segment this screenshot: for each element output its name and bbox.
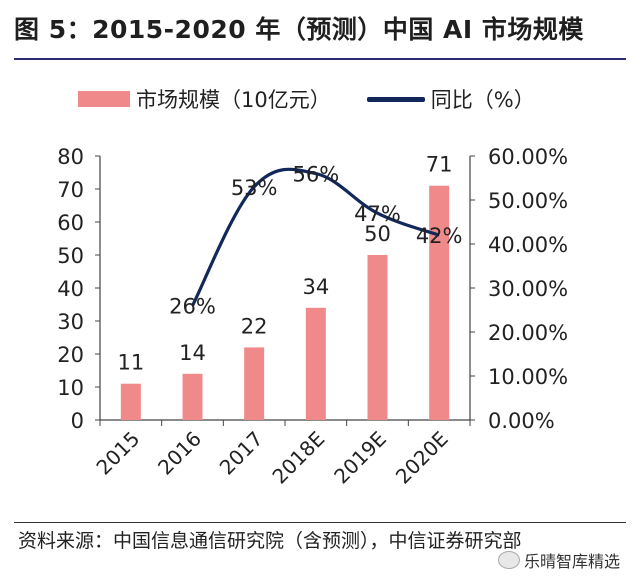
bar-2018E [305,307,326,420]
left-tick-label: 0 [71,409,84,433]
source-note: 资料来源：中国信息通信研究院（含预测），中信证券研究部 [18,530,522,552]
legend-line-swatch [366,96,425,102]
x-tick-label: 2019E [329,427,391,489]
legend: 市场规模（10亿元） 同比（%） [78,84,535,114]
line-value-label: 26% [169,295,216,319]
bar-2015 [120,383,141,420]
x-tick-label: 2015 [91,427,144,480]
left-tick-label: 50 [57,244,84,268]
x-tick-label: 2020E [391,427,453,489]
left-tick-label: 60 [57,211,84,235]
source-divider [14,522,626,523]
watermark: 乐晴智库精选 [497,548,620,572]
right-tick-label: 10.00% [488,365,568,389]
wechat-icon [497,551,520,569]
right-tick-label: 20.00% [488,321,568,345]
line-value-label: 53% [231,176,278,200]
bar-value-label: 34 [302,275,329,299]
bar-2017 [244,347,265,420]
line-value-label: 56% [292,163,339,187]
title-divider [14,58,626,60]
line-value-label: 42% [416,224,463,248]
yoy-line [191,167,440,307]
x-tick-label: 2018E [267,427,329,489]
chart-title: 图 5：2015-2020 年（预测）中国 AI 市场规模 [14,15,584,44]
left-tick-label: 20 [57,343,84,367]
left-tick-label: 70 [57,178,84,202]
x-tick-label: 2016 [153,427,206,480]
bar-value-label: 11 [117,351,144,375]
watermark-text: 乐晴智库精选 [523,552,620,571]
bar-value-label: 22 [241,314,268,338]
legend-line-label: 同比（%） [430,88,535,112]
x-tick-label: 2017 [215,427,268,480]
left-tick-label: 30 [57,310,84,334]
bar-2020E [429,185,450,420]
left-tick-label: 40 [57,277,84,301]
line-value-label: 47% [354,202,401,226]
right-tick-label: 60.00% [488,145,568,169]
legend-bar-swatch [78,91,130,107]
right-tick-label: 50.00% [488,189,568,213]
bar-value-label: 71 [426,153,453,177]
bar-value-label: 14 [179,341,206,365]
bar-value-label: 50 [364,222,391,246]
right-tick-label: 30.00% [488,277,568,301]
bar-2019E [367,255,388,420]
left-tick-label: 80 [57,145,84,169]
left-tick-label: 10 [57,376,84,400]
right-tick-label: 0.00% [488,409,555,433]
right-tick-label: 40.00% [488,233,568,257]
legend-bar-label: 市场规模（10亿元） [136,88,331,112]
combo-chart: 0 10 20 30 40 50 60 70 80 0.00% 10.00% 20.00% 30.00%… [57,145,568,489]
bar-2016 [182,373,203,420]
